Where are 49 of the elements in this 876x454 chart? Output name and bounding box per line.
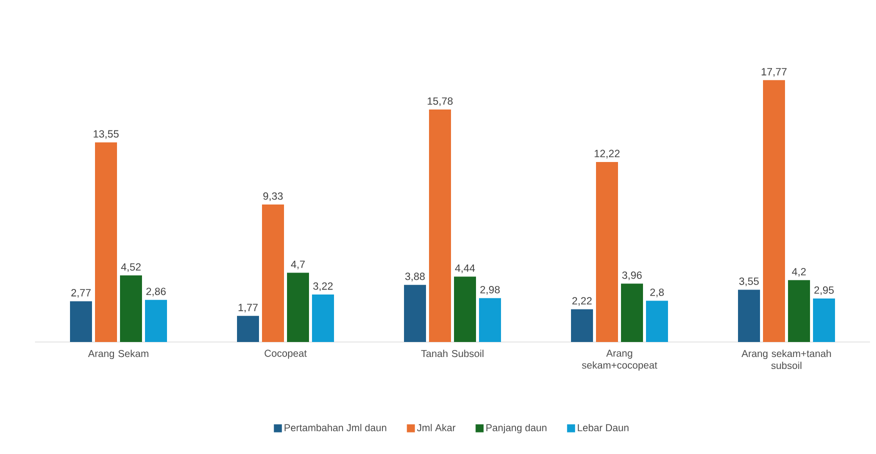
data-label: 3,55	[739, 278, 759, 286]
bar	[237, 316, 259, 342]
bar	[312, 294, 334, 342]
bar	[429, 110, 452, 342]
bar	[738, 290, 760, 342]
bar	[788, 280, 810, 342]
data-label: 3,88	[405, 272, 425, 282]
data-label: 3,22	[313, 282, 333, 292]
data-label: 2,22	[572, 297, 592, 306]
bar	[95, 142, 117, 342]
bar	[262, 204, 284, 342]
x-tick-label: Tanah Subsoil	[421, 350, 484, 358]
bar	[479, 298, 502, 342]
bar	[70, 301, 92, 342]
legend-label: Pertambahan Jml daun	[284, 424, 386, 432]
bar	[763, 80, 786, 342]
data-label: 2,95	[814, 286, 834, 296]
data-label: 3,96	[622, 272, 642, 280]
data-label: 15,78	[428, 97, 453, 106]
data-label: 2,8	[650, 288, 664, 298]
bar	[454, 276, 476, 342]
data-label: 4,44	[455, 264, 475, 274]
data-label: 13,55	[94, 130, 119, 139]
bar	[287, 272, 310, 342]
data-label: 4,7	[290, 260, 305, 270]
data-label: 17,77	[762, 68, 787, 77]
data-label: 2,77	[71, 289, 91, 298]
x-tick-label: Cocopeat	[264, 350, 307, 359]
legend-label: Lebar Daun	[578, 424, 628, 432]
bar	[596, 162, 618, 342]
bar	[621, 284, 644, 342]
data-label: 2,98	[480, 286, 500, 295]
bar	[145, 300, 167, 342]
data-label: 4,2	[792, 268, 806, 277]
data-label: 4,52	[121, 263, 141, 272]
data-label: 9,33	[263, 192, 283, 202]
bar	[813, 298, 836, 342]
bar	[404, 284, 426, 342]
data-label: 2,86	[146, 288, 166, 296]
legend-label: Panjang daun	[486, 424, 546, 434]
legend-label: Jml Akar	[417, 424, 456, 432]
x-tick-label: Arang sekam+tanah subsoil	[742, 350, 831, 370]
x-tick-label: Arang Sekam	[88, 350, 148, 360]
bar	[646, 300, 668, 342]
bar	[120, 275, 142, 342]
data-label: 1,77	[238, 304, 258, 312]
x-tick-label: Arang sekam+cocopeat	[582, 350, 658, 371]
data-label: 12,22	[594, 150, 620, 158]
bar	[571, 309, 594, 342]
